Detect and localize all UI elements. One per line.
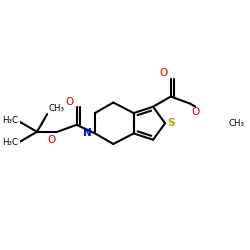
Text: N: N bbox=[83, 128, 92, 138]
Text: H₃C: H₃C bbox=[2, 138, 18, 147]
Text: S: S bbox=[167, 118, 174, 128]
Text: O: O bbox=[65, 96, 74, 106]
Text: O: O bbox=[48, 135, 56, 145]
Text: O: O bbox=[191, 107, 200, 117]
Text: CH₃: CH₃ bbox=[48, 104, 64, 113]
Text: O: O bbox=[160, 68, 168, 78]
Text: H₃C: H₃C bbox=[2, 116, 18, 126]
Text: CH₃: CH₃ bbox=[229, 119, 245, 128]
